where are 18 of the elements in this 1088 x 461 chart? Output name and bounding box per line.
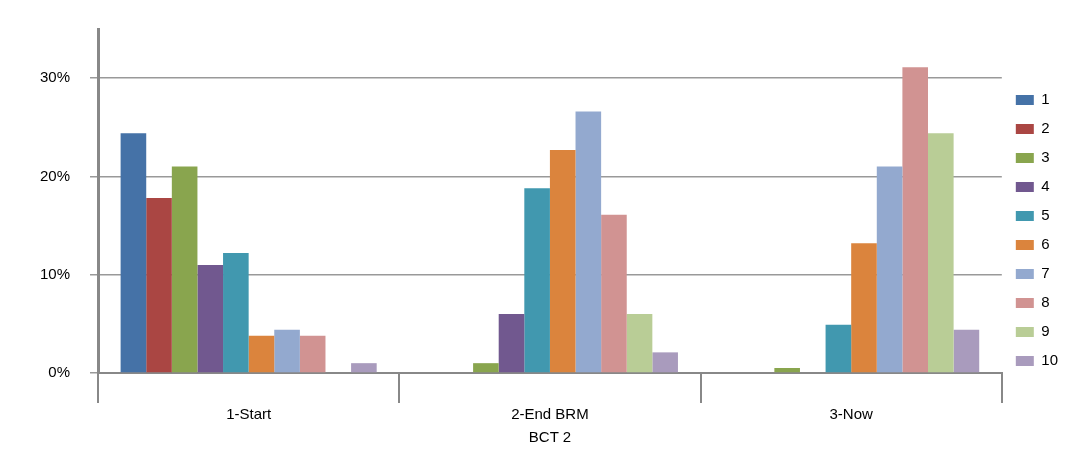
legend-label: 10 [1041, 351, 1058, 369]
y-tick-label: 20% [39, 166, 71, 184]
legend-label: 4 [1041, 177, 1050, 195]
x-tick-label: 3-Now [829, 405, 874, 423]
y-tick-label: 10% [39, 264, 71, 282]
legend-label: 2 [1041, 119, 1050, 137]
legend-label: 9 [1041, 322, 1050, 340]
y-tick-label: 0% [48, 363, 71, 381]
x-tick-label: 2-End BRM [511, 405, 589, 423]
x-tick-label: 1-Start [226, 405, 272, 423]
y-tick-label: 30% [39, 68, 71, 86]
legend-label: 3 [1041, 148, 1050, 166]
legend-label: 7 [1041, 264, 1050, 282]
legend-label: 1 [1041, 90, 1050, 108]
legend-label: 5 [1041, 206, 1050, 224]
legend-label: 6 [1041, 235, 1050, 253]
x-axis-title: BCT 2 [528, 428, 572, 446]
legend-label: 8 [1041, 293, 1050, 311]
